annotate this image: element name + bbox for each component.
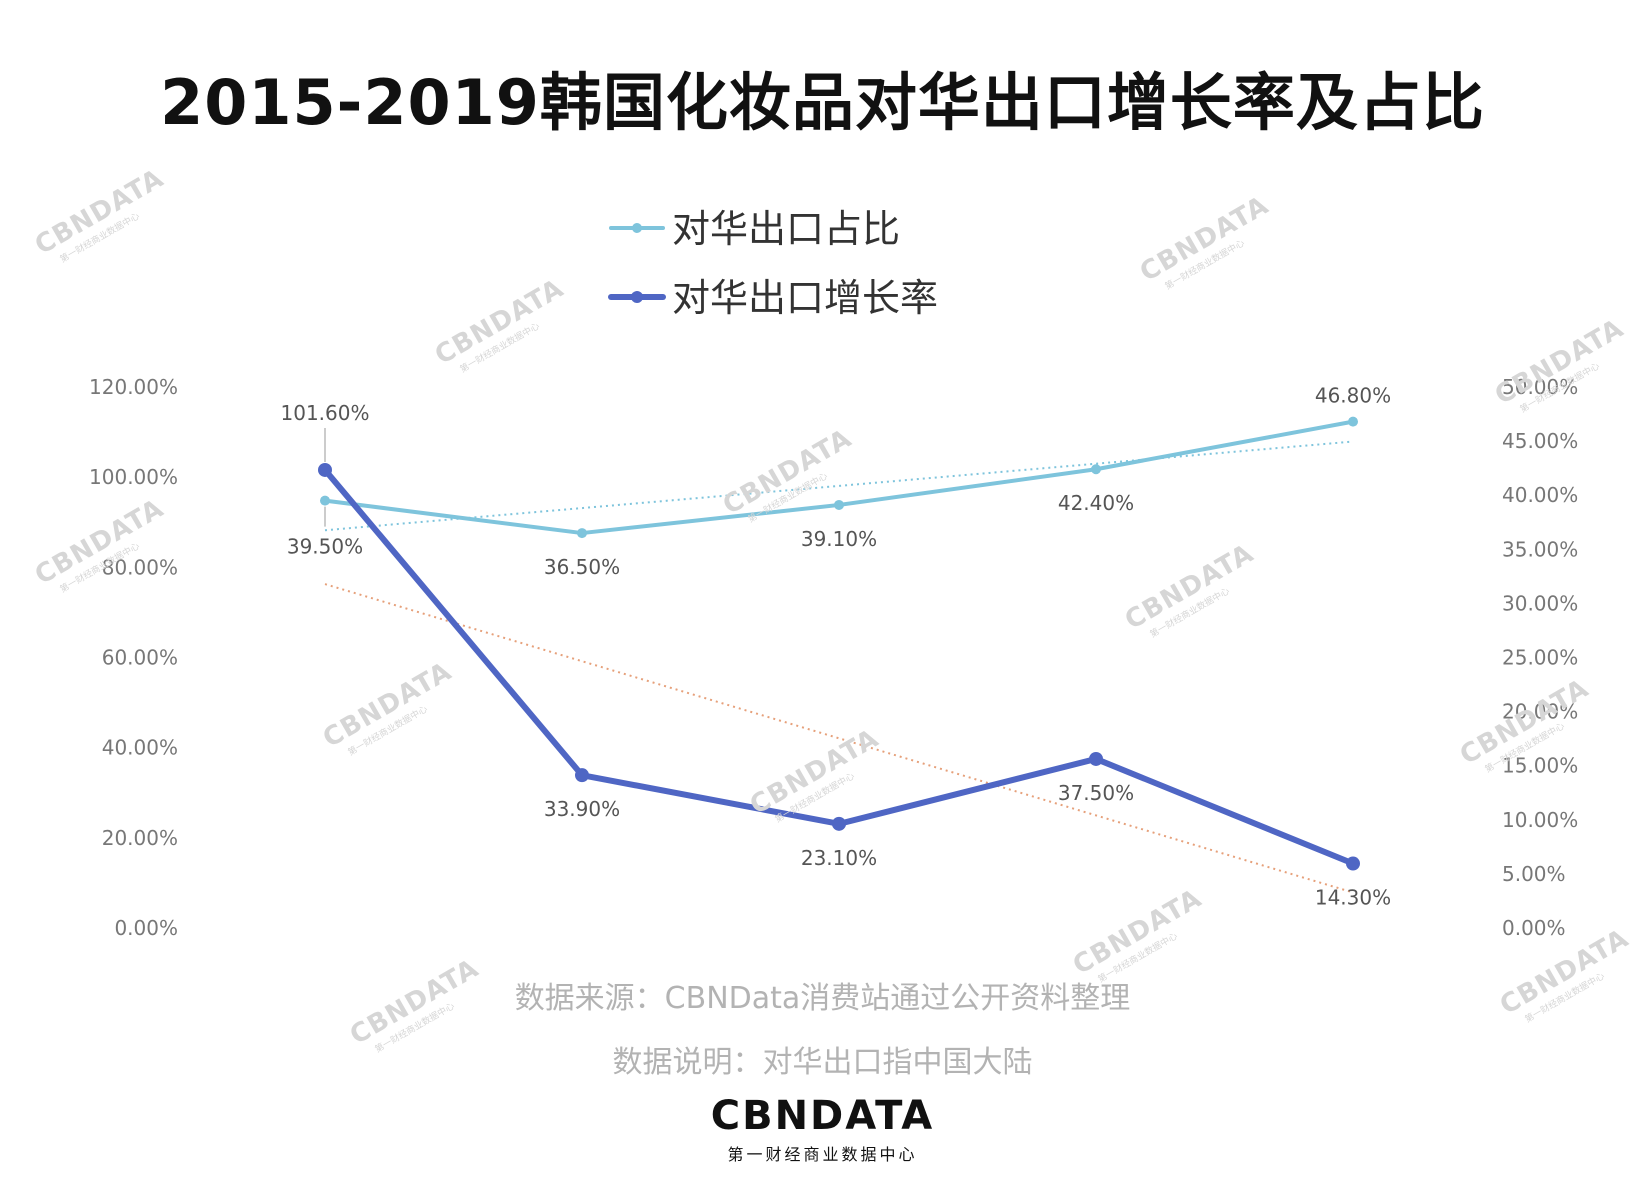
data-point (1348, 416, 1358, 427)
y-left-tick-label: 0.00% (114, 916, 178, 940)
y-right-tick-label: 25.00% (1502, 646, 1578, 670)
legend-label: 对华出口占比 (672, 207, 900, 251)
y-right-tick-label: 10.00% (1502, 808, 1578, 832)
y-right-tick-label: 35.00% (1502, 537, 1578, 561)
y-left-tick-label: 40.00% (102, 736, 178, 760)
trendline (324, 583, 1354, 894)
y-right-tick-label: 50.00% (1502, 375, 1578, 399)
data-point (1091, 464, 1101, 475)
y-right-tick-label: 40.00% (1502, 483, 1578, 507)
data-label: 14.30% (1315, 886, 1391, 910)
legend-label: 对华出口增长率 (672, 276, 938, 320)
data-point (834, 499, 844, 510)
y-right-tick-label: 15.00% (1502, 754, 1578, 778)
y-right-tick-label: 20.00% (1502, 700, 1578, 724)
series-line (323, 419, 1355, 536)
data-point (575, 768, 589, 783)
legend-marker-swatch (631, 291, 643, 303)
logo-wordmark: CBNDATA (710, 1093, 935, 1139)
data-source-note: 数据来源：CBNData消费站通过公开资料整理 (514, 981, 1131, 1016)
y-left-tick-label: 80.00% (102, 555, 178, 579)
trendline (324, 440, 1354, 532)
data-point (832, 816, 846, 831)
data-label: 101.60% (281, 401, 370, 425)
data-labels: 39.50% 36.50% 39.10% 42.40% 46.80% 101.60% 33.… (281, 384, 1392, 910)
cbndata-logo: CBNDATA 第一财经商业数据中心 (0, 1093, 1645, 1165)
data-label: 42.40% (1058, 491, 1134, 515)
data-point (318, 462, 332, 477)
data-label: 23.10% (801, 846, 877, 870)
logo-subtitle: 第一财经商业数据中心 (727, 1145, 918, 1164)
trendlines (324, 440, 1354, 894)
y-right-tick-label: 0.00% (1502, 916, 1566, 940)
y-left-tick-label: 100.00% (89, 465, 178, 489)
legend-marker-swatch (632, 223, 642, 233)
data-label: 39.10% (801, 527, 877, 551)
y-left-tick-label: 120.00% (89, 375, 178, 399)
data-point (1346, 856, 1360, 871)
series-lines (318, 416, 1360, 871)
data-description-note: 数据说明：对华出口指中国大陆 (612, 1045, 1033, 1080)
data-point (577, 528, 587, 539)
chart-title: 2015-2019韩国化妆品对华出口增长率及占比 (160, 66, 1485, 139)
data-label: 36.50% (544, 555, 620, 579)
data-label: 46.80% (1315, 384, 1391, 408)
y-left-tick-label: 20.00% (102, 826, 178, 850)
data-label: 37.50% (1058, 781, 1134, 805)
y-axis-left: 0.00% 20.00% 40.00% 60.00% 80.00% 100.00% 120.… (89, 375, 178, 940)
y-right-tick-label: 30.00% (1502, 591, 1578, 615)
data-point (320, 495, 330, 506)
data-point (1089, 751, 1103, 766)
y-right-tick-label: 45.00% (1502, 429, 1578, 453)
data-label: 33.90% (544, 797, 620, 821)
y-right-tick-label: 5.00% (1502, 862, 1566, 886)
y-axis-right: 0.00% 5.00% 10.00% 15.00% 20.00% 25.00% 30.00%… (1502, 375, 1578, 940)
data-label: 39.50% (287, 535, 363, 559)
y-left-tick-label: 60.00% (102, 646, 178, 670)
